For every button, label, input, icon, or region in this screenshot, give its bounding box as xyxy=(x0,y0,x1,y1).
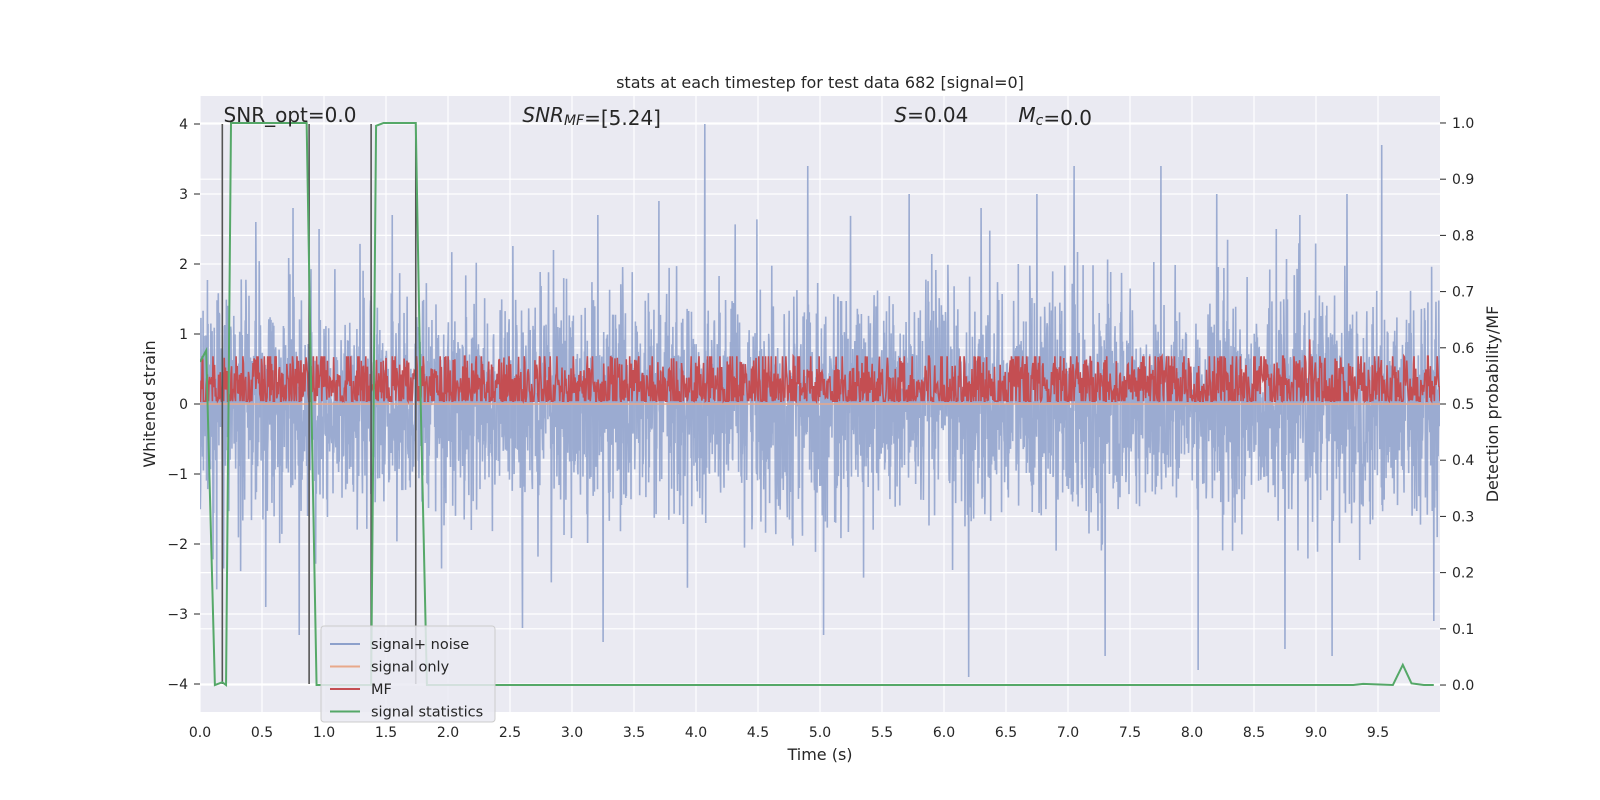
x-tick-label: 1.5 xyxy=(375,725,397,741)
x-tick-label: 6.0 xyxy=(933,725,955,741)
x-tick-label: 8.0 xyxy=(1181,725,1203,741)
x-tick-label: 3.5 xyxy=(623,725,645,741)
tick-labels: 0.0 0.5 1.0 1.5 2.0 2.5 3.0 3.5 4.0 4.5 5.0 5.5 6.0 6… xyxy=(167,116,1474,741)
x-tick-label: 0.5 xyxy=(251,725,273,741)
y2-tick-label: 0.8 xyxy=(1452,228,1474,244)
legend-box xyxy=(320,625,496,723)
stat-annotation: Mc=0.0 xyxy=(1018,103,1092,130)
y-tick-label: −2 xyxy=(167,537,188,553)
series-mf xyxy=(200,339,1440,405)
x-tick-label: 8.5 xyxy=(1243,725,1265,741)
stat-annotation: SNR_opt=0.0 xyxy=(224,103,357,127)
y2-tick-label: 0.7 xyxy=(1452,285,1474,301)
x-tick-label: 7.0 xyxy=(1057,725,1079,741)
y2-tick-label: 0.0 xyxy=(1452,678,1474,694)
y2-tick-label: 0.2 xyxy=(1452,566,1474,582)
annotations: SNR_opt=0.0 SNRMF=[5.24] S=0.04 Mc=0.0 xyxy=(224,103,1092,130)
y2-tick-label: 0.6 xyxy=(1452,341,1474,357)
chart-title: stats at each timestep for test data 682… xyxy=(616,73,1024,92)
y2-axis-label: Detection probability/MF xyxy=(1483,306,1502,503)
x-tick-label: 9.5 xyxy=(1367,725,1389,741)
x-tick-label: 7.5 xyxy=(1119,725,1141,741)
y-tick-label: −3 xyxy=(167,607,188,623)
y2-tick-label: 1.0 xyxy=(1452,116,1474,132)
x-tick-label: 0.0 xyxy=(189,725,211,741)
legend-entry: signal only xyxy=(371,660,450,676)
y-tick-label: −4 xyxy=(167,677,188,693)
stat-annotation: S=0.04 xyxy=(894,103,968,127)
y2-tick-label: 0.5 xyxy=(1452,397,1474,413)
x-tick-label: 4.5 xyxy=(747,725,769,741)
legend: signal+ noise signal only MF signal statist… xyxy=(320,625,496,723)
stat-annotation: SNRMF=[5.24] xyxy=(522,103,661,130)
y-tick-label: 1 xyxy=(179,327,188,343)
plot-area xyxy=(200,121,1440,688)
x-tick-label: 5.0 xyxy=(809,725,831,741)
legend-entry: signal+ noise xyxy=(371,637,469,653)
x-tick-label: 2.5 xyxy=(499,725,521,741)
x-tick-label: 6.5 xyxy=(995,725,1017,741)
x-tick-label: 2.0 xyxy=(437,725,459,741)
x-tick-label: 4.0 xyxy=(685,725,707,741)
y-axis-label: Whitened strain xyxy=(140,340,159,467)
x-tick-label: 1.0 xyxy=(313,725,335,741)
y-tick-label: −1 xyxy=(167,467,188,483)
y2-tick-label: 0.4 xyxy=(1452,453,1474,469)
y-tick-label: 2 xyxy=(179,257,188,273)
y2-tick-label: 0.9 xyxy=(1452,172,1474,188)
x-tick-label: 9.0 xyxy=(1305,725,1327,741)
y2-tick-label: 0.3 xyxy=(1452,509,1474,525)
y-tick-label: 4 xyxy=(179,117,188,133)
x-tick-label: 3.0 xyxy=(561,725,583,741)
series-signal-statistics xyxy=(200,121,1434,688)
legend-entry: MF xyxy=(371,682,392,698)
x-axis-label: Time (s) xyxy=(786,745,852,764)
y-tick-label: 0 xyxy=(179,397,188,413)
y-tick-label: 3 xyxy=(179,187,188,203)
y2-tick-label: 0.1 xyxy=(1452,622,1474,638)
x-tick-label: 5.5 xyxy=(871,725,893,741)
legend-entry: signal statistics xyxy=(371,705,483,721)
